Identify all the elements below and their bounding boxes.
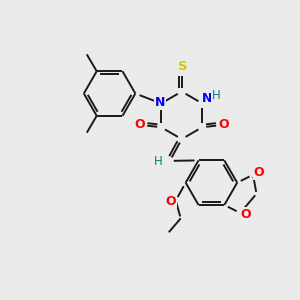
Text: H: H	[154, 155, 162, 168]
Text: O: O	[219, 118, 230, 131]
Text: H: H	[212, 89, 220, 102]
Text: O: O	[134, 118, 145, 131]
Text: O: O	[241, 208, 251, 221]
Text: O: O	[254, 166, 264, 179]
Text: N: N	[202, 92, 212, 105]
Text: S: S	[178, 60, 188, 73]
Text: N: N	[155, 96, 165, 109]
Text: O: O	[166, 195, 176, 208]
